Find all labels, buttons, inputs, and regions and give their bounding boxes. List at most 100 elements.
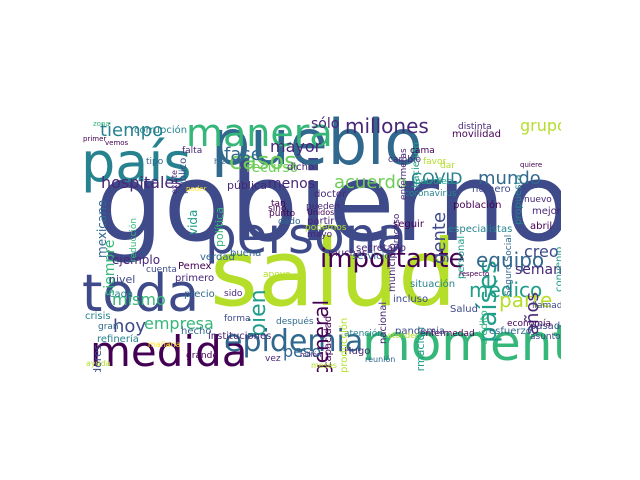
word-crédito: crédito <box>479 310 490 345</box>
word-vemos: vemos <box>105 139 129 147</box>
word-fase: fase <box>224 144 262 165</box>
word-corrupción: corrupción <box>134 125 188 136</box>
word-dicho: dicho <box>287 162 315 173</box>
word-pueblo: pueblo <box>211 110 423 179</box>
word-esfuerzo: esfuerzo <box>489 326 532 337</box>
word-mañana: mañana <box>148 340 181 349</box>
word-atención: atención <box>344 329 383 339</box>
word-reunión: reunión <box>365 355 396 364</box>
word-crisis: crisis <box>85 311 111 322</box>
word-cada: cada <box>109 289 134 300</box>
word-país: país <box>81 131 192 194</box>
word-millones: millones <box>345 114 429 138</box>
word-refinería: refinería <box>97 334 139 345</box>
word-poder: poder <box>186 185 207 193</box>
word-médico: médico <box>469 278 543 302</box>
word-incluso: incluso <box>393 294 429 305</box>
word-mundo: mundo <box>478 168 541 189</box>
word-podemos: podemos <box>305 223 347 233</box>
word-mejor: mejor <box>532 206 561 217</box>
word-casos: casos <box>229 147 297 175</box>
word-dar: dar <box>440 161 455 171</box>
word-enfermedad: enfermedad <box>420 329 475 339</box>
word-importante: importante <box>320 244 465 274</box>
word-semana: semana <box>515 262 561 278</box>
word-mexicano: mexicano <box>95 199 109 258</box>
word-instituciones: instituciones <box>208 331 272 342</box>
word-sino: sino <box>268 204 287 214</box>
word-convenio: convenio <box>554 246 561 292</box>
word-mismo: mismo <box>112 290 166 309</box>
word-abril: abril <box>530 221 553 232</box>
word-peso: peso <box>283 342 322 361</box>
word-medida: medida <box>90 327 248 373</box>
word-apoyo: apoyo <box>263 270 291 280</box>
word-reducción: reducción <box>129 217 139 262</box>
word-forma: forma <box>224 314 251 324</box>
word-capacidad: capacidad <box>323 315 334 367</box>
word-salud: Salud <box>450 304 478 315</box>
word-existe: existe <box>170 170 179 194</box>
word-hoy: hoy <box>113 316 147 337</box>
word-situación: situación <box>410 279 456 290</box>
word-tipo: tipo <box>146 157 164 167</box>
word-número: número <box>472 184 511 195</box>
word-tan: tan <box>271 199 286 209</box>
word-pasado: pasado <box>530 321 561 332</box>
word-coronavirus: coronavirus <box>404 189 457 199</box>
word-ayuda: ayuda <box>86 359 111 368</box>
word-parte: parte <box>499 288 553 312</box>
word-persona: persona <box>205 207 408 265</box>
word-propuesta: propuesta <box>513 174 524 225</box>
word-asunto: asunto <box>530 332 561 342</box>
word-especialistas: especialistas <box>448 224 513 235</box>
word-nuevo: nuevo <box>524 195 552 205</box>
word-municipio: municipio <box>387 243 398 292</box>
word-después: después <box>276 317 314 327</box>
word-bien: bien <box>246 289 271 337</box>
word-pueden: pueden <box>306 202 340 212</box>
word-toda: toda <box>82 264 200 324</box>
word-favor: favor <box>423 157 447 167</box>
word-equipo: equipo <box>476 248 545 272</box>
word-menos: menos <box>268 176 315 192</box>
word-verdad: verdad <box>200 252 235 263</box>
word-precio: precio <box>184 289 215 300</box>
word-pandemia: pandemia <box>395 326 445 337</box>
word-tiempo: tiempo <box>100 120 164 141</box>
word-gobierno: gobierno <box>95 141 561 266</box>
word-mayor: mayor <box>270 137 322 156</box>
word-gran: gran <box>98 322 119 332</box>
word-dado: dado <box>278 217 301 227</box>
word-ejemplo: ejemplo <box>112 253 161 267</box>
word-producción: producción <box>339 317 350 372</box>
word-política: política <box>213 207 226 247</box>
word-zona: zona <box>93 120 110 128</box>
word-llamado: llamado <box>532 301 561 311</box>
word-petróleo: petróleo <box>415 177 453 187</box>
word-hospitales: hospitales <box>101 173 183 192</box>
word-acuerdo: acuerdo <box>334 172 407 193</box>
word-salud: salud <box>210 220 457 327</box>
word-sido: sido <box>224 289 243 299</box>
word-sólo: sólo <box>311 116 340 132</box>
word-distinta: distinta <box>458 122 492 132</box>
word-partir: partir <box>307 216 335 227</box>
word-mayo: mayo <box>307 230 333 240</box>
word-muchas: muchas <box>328 248 368 259</box>
word-economía: economía <box>507 319 551 329</box>
word-empresa: empresa <box>144 314 214 333</box>
word-cuenta: cuenta <box>146 265 177 275</box>
word-población: población <box>453 200 502 211</box>
word-creo: creo <box>524 242 559 261</box>
word-nivel: nivel <box>109 273 136 286</box>
word-momento: momento <box>362 314 561 372</box>
word-cambio: cambio <box>388 155 421 165</box>
word-pemex: Pemex <box>178 261 212 272</box>
word-primer: primer <box>83 135 107 143</box>
word-cama: cama <box>410 146 435 156</box>
word-hecho: hecho <box>181 326 212 337</box>
word-covid: COVID <box>411 169 463 188</box>
